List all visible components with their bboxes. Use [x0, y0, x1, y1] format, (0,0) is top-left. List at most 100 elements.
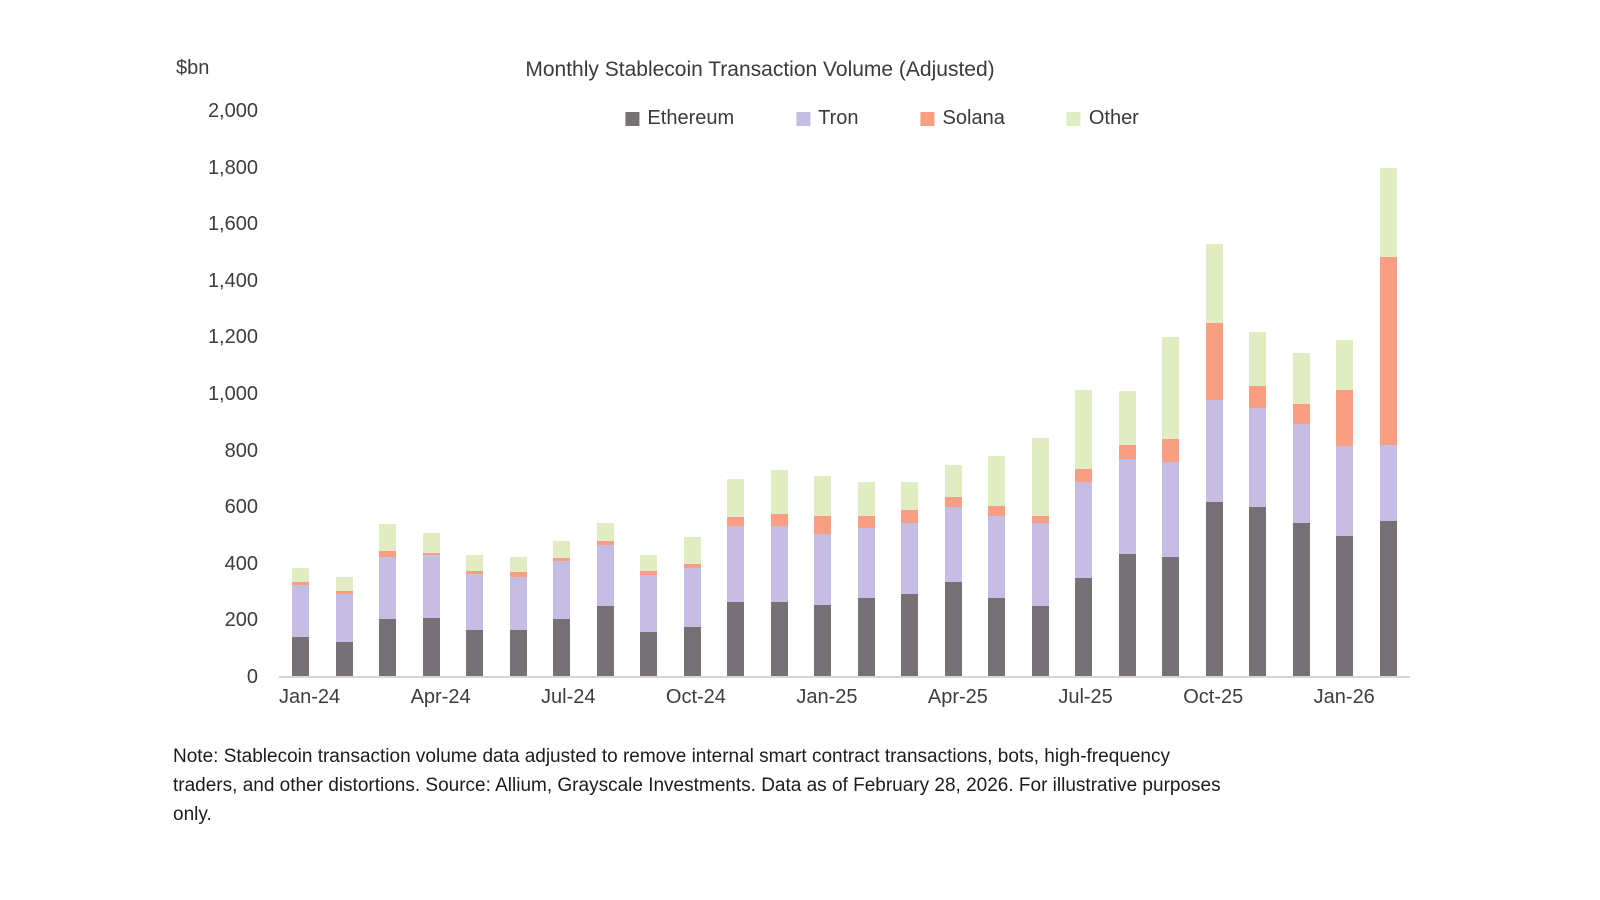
- bar-segment-tron: [379, 556, 397, 619]
- bar-segment-other: [1031, 437, 1049, 516]
- bar-segment-other: [553, 541, 571, 559]
- bar-segment-other: [1292, 352, 1310, 404]
- bar-segment-ethereum: [1205, 501, 1223, 677]
- bar-stack: [901, 481, 919, 677]
- bar-segment-solana: [814, 515, 832, 535]
- y-axis: 0 200 400 600 800 1,000 1,200 1,400 1,600 1,800 2,…: [170, 100, 258, 688]
- plot-area: [279, 111, 1410, 677]
- y-tick-label: 1,400: [207, 269, 258, 292]
- legend-label: Ethereum: [647, 107, 735, 129]
- bar-segment-ethereum: [1075, 577, 1093, 677]
- bar-segment-tron: [422, 555, 440, 618]
- y-tick-label: 1,800: [207, 156, 258, 179]
- bar-segment-ethereum: [379, 619, 397, 677]
- bar-segment-tron: [596, 545, 614, 607]
- y-tick-label: 2,000: [207, 100, 258, 122]
- x-tick-label: Jul-24: [541, 686, 596, 708]
- bar-segment-tron: [770, 525, 788, 603]
- bar-stack: [1205, 244, 1223, 677]
- bar-segment-ethereum: [1118, 553, 1136, 677]
- x-tick-label: Jan-25: [796, 686, 858, 708]
- bar-stack: [553, 541, 571, 677]
- bar-segment-other: [640, 555, 658, 571]
- bar-group-sep-25: [1149, 111, 1193, 677]
- bar-segment-ethereum: [509, 630, 527, 677]
- bar-group-aug-24: [584, 111, 628, 677]
- x-tick-label: Jan-24: [279, 686, 341, 708]
- bar-stack: [1249, 331, 1267, 677]
- bar-segment-solana: [1336, 389, 1354, 447]
- bar-segment-ethereum: [466, 630, 484, 677]
- y-tick-label: 1,600: [207, 213, 258, 236]
- bar-stack: [988, 456, 1006, 677]
- bar-segment-tron: [901, 522, 919, 594]
- bar-group-jul-25: [1062, 111, 1106, 677]
- bar-group-feb-24: [323, 111, 367, 677]
- bar-segment-other: [1336, 340, 1354, 390]
- bar-segment-solana: [1162, 439, 1180, 462]
- bar-segment-ethereum: [683, 627, 701, 677]
- bar-group-jul-24: [540, 111, 584, 677]
- bar-stack: [292, 568, 310, 677]
- bar-segment-ethereum: [553, 619, 571, 677]
- legend-label: Tron: [818, 107, 859, 129]
- bar-segment-other: [727, 478, 745, 518]
- bar-segment-other: [335, 576, 353, 591]
- bar-group-jun-25: [1019, 111, 1063, 677]
- bar-segment-other: [1162, 337, 1180, 440]
- bar-segment-solana: [640, 570, 658, 576]
- x-tick-label: Oct-24: [665, 686, 726, 708]
- bar-segment-ethereum: [814, 604, 832, 677]
- bar-stack: [1162, 337, 1180, 677]
- bar-segment-ethereum: [335, 641, 353, 677]
- x-axis-labels: Jan-24 Apr-24 Jul-24 Oct-24 Jan-25 Apr-25 Jul-…: [279, 686, 1410, 709]
- x-tick-label: Apr-25: [927, 686, 988, 708]
- bar-segment-tron: [1118, 459, 1136, 554]
- x-tick-label: [595, 686, 630, 709]
- bar-segment-solana: [466, 570, 484, 574]
- bar-group-may-24: [453, 111, 497, 677]
- bar-segment-tron: [640, 575, 658, 632]
- note-line-2: traders, and other distortions. Source: …: [173, 775, 1221, 796]
- bar-group-apr-24: [410, 111, 454, 677]
- bar-stack: [1336, 340, 1354, 677]
- bar-stack: [683, 536, 701, 677]
- y-tick-label: 400: [224, 552, 258, 575]
- x-tick-label: [726, 686, 761, 709]
- x-tick-label: [1113, 686, 1148, 709]
- x-tick-label: [631, 686, 666, 709]
- note-line-3: only.: [173, 804, 212, 825]
- x-tick-label: [988, 686, 1023, 709]
- bar-segment-tron: [683, 568, 701, 628]
- bar-segment-ethereum: [901, 593, 919, 677]
- bar-group-mar-25: [888, 111, 932, 677]
- x-tick-label: [1278, 686, 1313, 709]
- bar-stack: [857, 481, 875, 677]
- bar-segment-ethereum: [1379, 521, 1397, 677]
- legend-item-ethereum: Ethereum: [625, 107, 734, 130]
- bar-segment-other: [770, 470, 788, 515]
- bar-stack: [770, 470, 788, 677]
- bar-segment-other: [857, 481, 875, 516]
- bar-stack: [944, 464, 962, 677]
- x-tick-label: Jan-26: [1313, 686, 1375, 708]
- y-tick-label: 600: [224, 496, 258, 519]
- bar-segment-solana: [292, 582, 310, 586]
- bar-segment-other: [466, 555, 484, 571]
- bar-group-aug-25: [1106, 111, 1150, 677]
- bar-stack: [1031, 437, 1049, 677]
- bar-segment-tron: [727, 525, 745, 603]
- bar-stack: [1118, 391, 1136, 677]
- bar-segment-solana: [335, 590, 353, 594]
- bar-segment-other: [379, 524, 397, 552]
- y-tick-label: 1,000: [207, 383, 258, 405]
- bar-segment-solana: [1292, 403, 1310, 424]
- bar-group-sep-24: [627, 111, 671, 677]
- bar-group-jan-26: [1323, 111, 1367, 677]
- bar-stack: [596, 522, 614, 677]
- bar-segment-tron: [335, 593, 353, 642]
- bar-segment-ethereum: [640, 631, 658, 677]
- bar-group-mar-24: [366, 111, 410, 677]
- legend-item-solana: Solana: [920, 107, 1005, 130]
- bar-segment-ethereum: [292, 637, 310, 677]
